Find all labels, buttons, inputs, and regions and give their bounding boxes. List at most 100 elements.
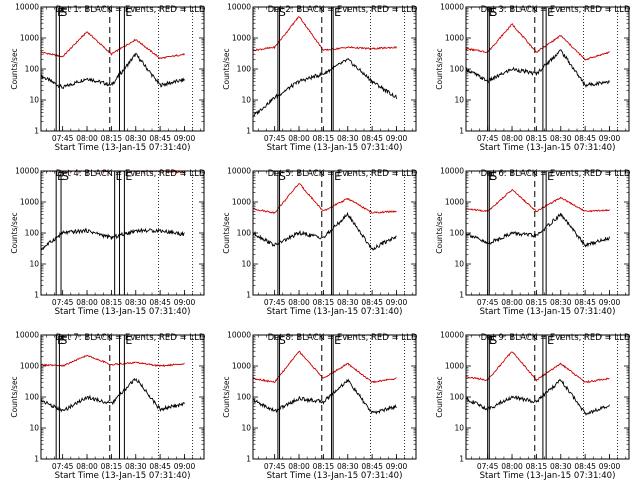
x-tick-label: 08:15 — [313, 462, 335, 471]
x-axis-label: Start Time (13-Jan-15 07:31:40) — [267, 307, 403, 317]
x-tick-label: 08:00 — [76, 462, 98, 471]
y-tick-label: 10 — [454, 260, 464, 269]
plot-frame — [40, 6, 205, 132]
y-axis-label: Counts/sec — [10, 376, 19, 417]
panel-title: Det 5: BLACK = Events, RED = LLD — [268, 169, 418, 179]
events-line — [41, 53, 185, 90]
x-tick-label: 08:15 — [526, 298, 548, 307]
x-tick-label: 08:00 — [288, 298, 310, 307]
y-tick-label: 1000 — [232, 362, 251, 371]
panel-title: Det 4: BLACK = Events, RED = LLD — [56, 169, 206, 179]
y-axis-label: Counts/sec — [222, 376, 231, 417]
x-tick-label: 08:30 — [337, 298, 359, 307]
y-tick-label: 10000 — [440, 3, 464, 12]
events-line — [253, 378, 397, 415]
y-tick-label: 10 — [454, 96, 464, 105]
events-line — [41, 377, 185, 413]
x-tick-label: 08:30 — [337, 462, 359, 471]
y-tick-label: 1 — [246, 291, 251, 300]
x-tick-label: 08:15 — [101, 462, 123, 471]
lld-line — [253, 15, 397, 52]
y-tick-label: 1000 — [20, 34, 39, 43]
x-tick-label: 08:30 — [125, 298, 147, 307]
x-axis-label: Start Time (13-Jan-15 07:31:40) — [55, 307, 191, 317]
x-tick-label: 07:45 — [52, 462, 74, 471]
y-axis-label: Counts/sec — [10, 212, 19, 253]
lld-line — [41, 31, 185, 60]
y-tick-label: 10 — [241, 424, 251, 433]
y-tick-label: 1000 — [20, 362, 39, 371]
panel-det-4: ESLE11010010001000007:4508:0008:1508:300… — [10, 167, 206, 318]
x-tick-label: 08:00 — [288, 134, 310, 143]
y-tick-label: 10000 — [227, 3, 251, 12]
y-tick-label: 10 — [454, 424, 464, 433]
y-tick-label: 100 — [450, 229, 465, 238]
y-tick-label: 10000 — [227, 331, 251, 340]
y-tick-label: 1 — [34, 291, 39, 300]
x-tick-label: 08:45 — [361, 298, 383, 307]
y-tick-label: 100 — [450, 65, 465, 74]
y-tick-label: 100 — [237, 393, 252, 402]
annotation-label: S — [490, 170, 497, 183]
x-tick-label: 07:45 — [264, 134, 286, 143]
annotation-label: S — [279, 334, 286, 347]
x-tick-label: 08:45 — [149, 298, 171, 307]
y-tick-label: 10000 — [15, 331, 39, 340]
y-tick-label: 1000 — [232, 198, 251, 207]
events-line — [466, 212, 610, 248]
annotation-label: E — [125, 6, 132, 19]
y-tick-label: 1 — [459, 127, 464, 136]
annotation-label: S — [62, 170, 69, 183]
events-line — [466, 49, 610, 88]
x-tick-label: 08:30 — [125, 134, 147, 143]
annotation-label: E — [547, 6, 554, 19]
panel-title: Det 8: BLACK = Events, RED = LLD — [268, 333, 418, 343]
x-tick-label: 09:00 — [599, 298, 621, 307]
plot-frame — [40, 334, 205, 460]
y-tick-label: 10 — [241, 96, 251, 105]
x-tick-label: 08:45 — [149, 462, 171, 471]
x-tick-label: 09:00 — [174, 298, 196, 307]
annotation-label: S — [490, 6, 497, 19]
annotation-label: E — [489, 6, 496, 19]
annotation-label: S — [60, 6, 67, 19]
lld-line — [253, 183, 397, 215]
annotation-label: E — [489, 170, 496, 183]
x-tick-label: 09:00 — [599, 462, 621, 471]
x-tick-label: 09:00 — [599, 134, 621, 143]
y-tick-label: 1 — [34, 127, 39, 136]
x-tick-label: 08:15 — [526, 462, 548, 471]
y-tick-label: 1000 — [232, 34, 251, 43]
x-tick-label: 08:15 — [313, 298, 335, 307]
y-tick-label: 1 — [246, 455, 251, 464]
x-tick-label: 09:00 — [386, 134, 408, 143]
x-axis-label: Start Time (13-Jan-15 07:31:40) — [480, 143, 616, 153]
annotation-label: E — [334, 170, 341, 183]
x-tick-label: 08:00 — [288, 462, 310, 471]
x-axis-label: Start Time (13-Jan-15 07:31:40) — [55, 471, 191, 480]
x-tick-label: 07:45 — [264, 462, 286, 471]
y-tick-label: 10000 — [227, 167, 251, 176]
x-tick-label: 08:30 — [550, 462, 572, 471]
y-tick-label: 100 — [25, 65, 40, 74]
y-tick-label: 1 — [246, 127, 251, 136]
y-tick-label: 1000 — [445, 34, 464, 43]
plot-frame — [465, 334, 630, 460]
x-tick-label: 08:00 — [501, 462, 523, 471]
y-axis-label: Counts/sec — [222, 212, 231, 253]
plot-frame — [465, 170, 630, 296]
x-tick-label: 08:45 — [574, 462, 596, 471]
x-tick-label: 08:15 — [101, 298, 123, 307]
x-tick-label: 09:00 — [174, 462, 196, 471]
annotation-label: E — [57, 6, 64, 19]
y-tick-label: 1000 — [445, 198, 464, 207]
x-axis-label: Start Time (13-Jan-15 07:31:40) — [267, 471, 403, 480]
panel-title: Det 6: BLACK = Events, RED = LLD — [481, 169, 631, 179]
panel-title: Det 9: BLACK = Events, RED = LLD — [481, 333, 631, 343]
y-tick-label: 1 — [34, 455, 39, 464]
lld-line — [41, 354, 185, 368]
